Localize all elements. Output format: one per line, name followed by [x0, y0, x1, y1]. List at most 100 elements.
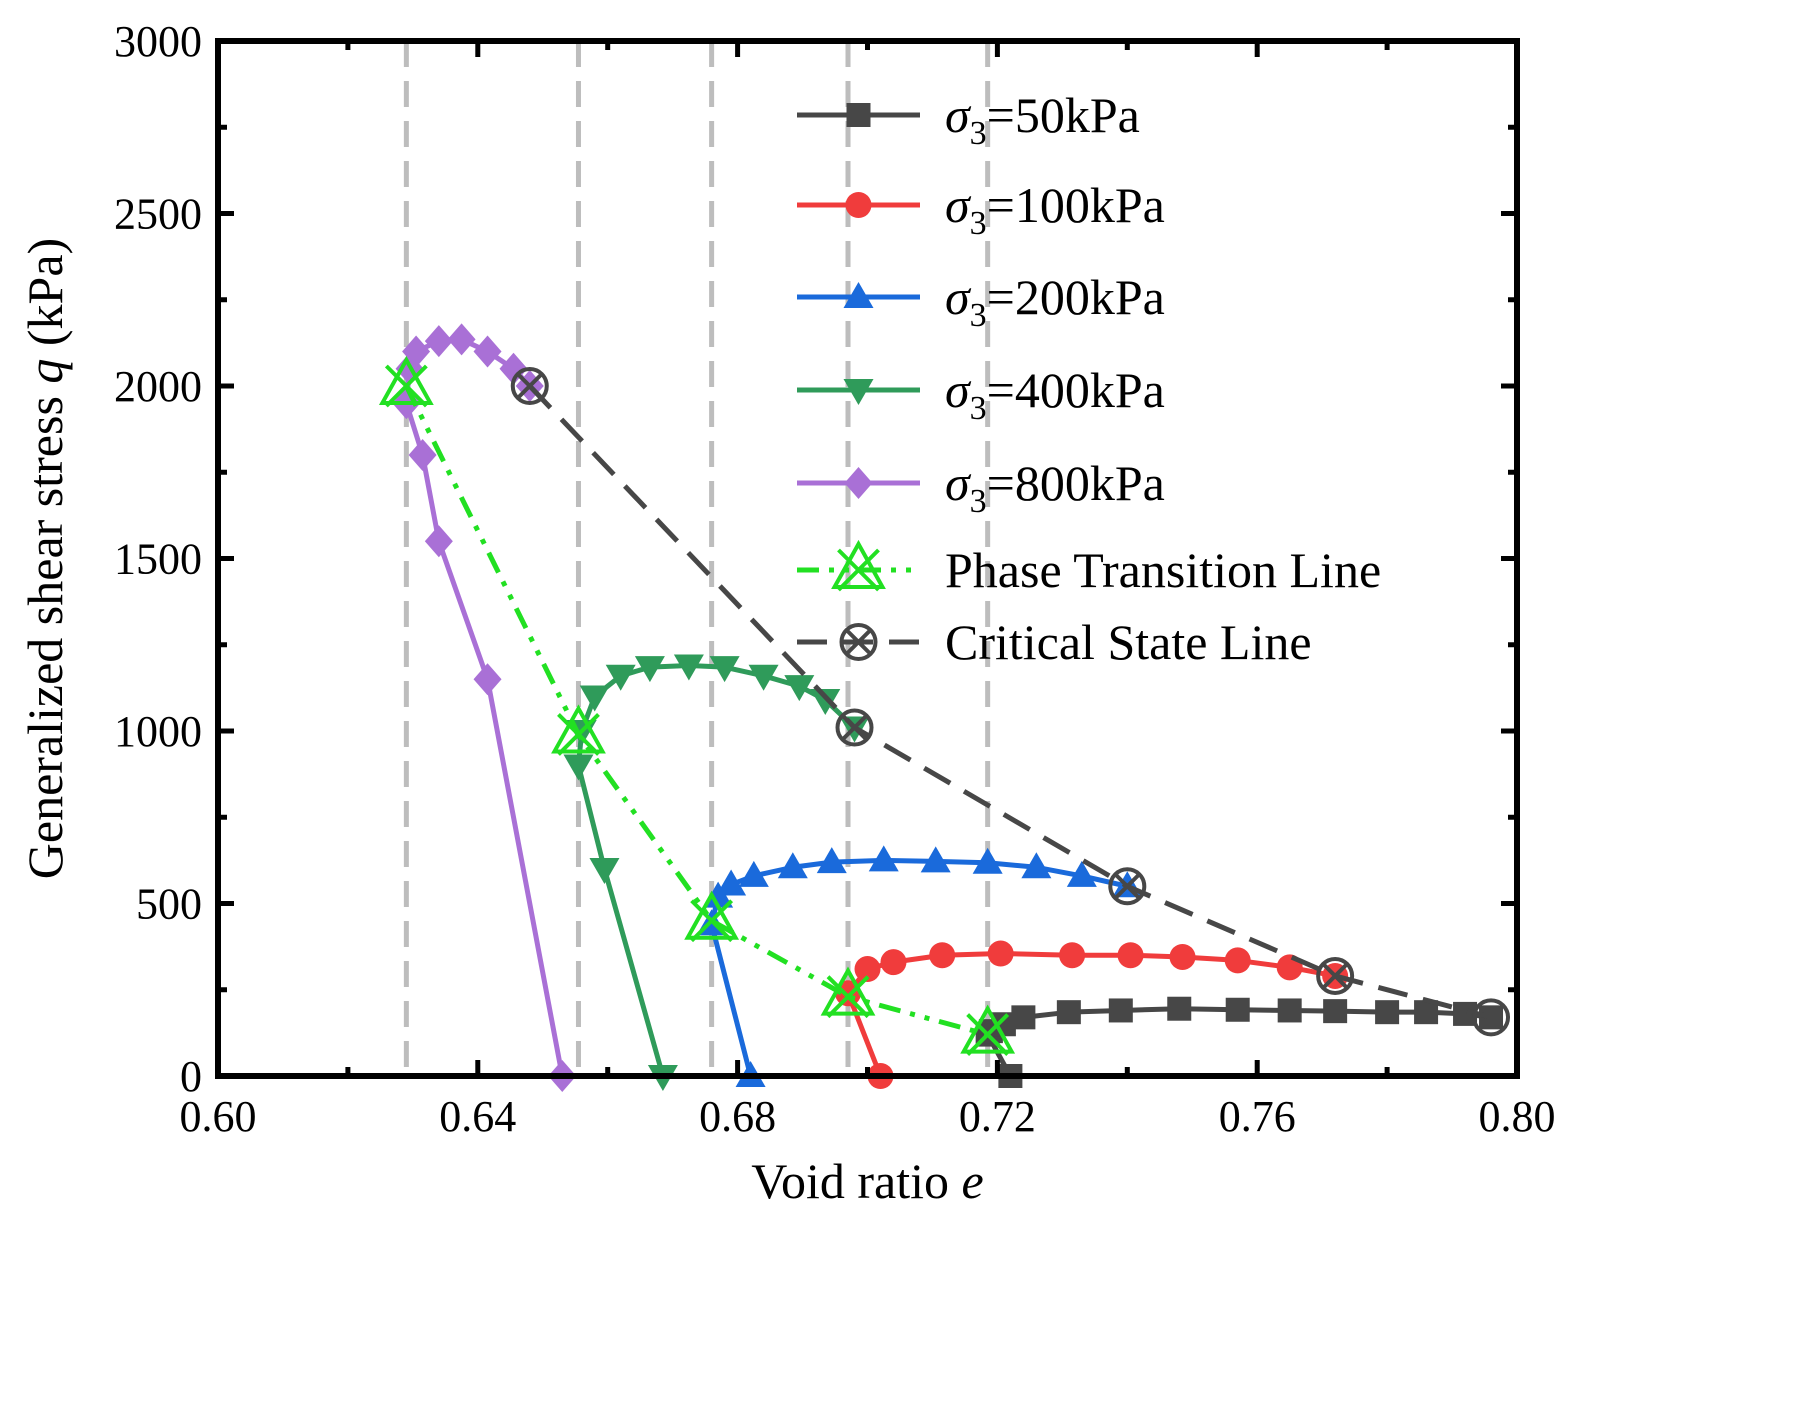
- legend-entry-3: σ3=400kPa: [797, 362, 1165, 427]
- series-point-2-9: [972, 847, 1003, 874]
- series-point-3-7: [673, 654, 704, 681]
- series-point-0-10: [1323, 999, 1348, 1024]
- series-point-4-2: [424, 525, 453, 558]
- series-point-0-8: [1225, 997, 1250, 1022]
- legend-entry-5: Phase Transition Line: [797, 539, 1381, 598]
- series-point-3-10: [784, 675, 815, 702]
- series-point-4-6: [402, 335, 431, 368]
- series-line-1: [845, 951, 1336, 1077]
- legend-marker-4: [844, 467, 873, 499]
- series-point-5-3: [820, 966, 876, 1019]
- legend-marker-1: [845, 192, 872, 218]
- series-point-3-8: [709, 656, 740, 683]
- series-point-4-7: [424, 325, 453, 358]
- y-tick-label: 2500: [114, 190, 202, 239]
- series-point-1-4: [929, 942, 956, 969]
- x-tick-label: 0.76: [1219, 1092, 1296, 1141]
- series-point-1-2: [854, 956, 881, 983]
- series-point-3-1: [589, 858, 620, 884]
- series-point-5-4: [960, 1004, 1016, 1057]
- series-point-3-4: [579, 685, 610, 712]
- x-tick-label: 0.72: [959, 1092, 1036, 1141]
- series-point-2-11: [1066, 860, 1097, 887]
- series-line-2: [709, 857, 1128, 1077]
- y-tick-label: 3000: [114, 17, 202, 66]
- series-point-6-1: [835, 708, 874, 747]
- legend-entry-4: σ3=800kPa: [797, 455, 1165, 520]
- series-point-2-4: [738, 860, 769, 887]
- y-axis-title: Generalized shear stress q (kPa): [17, 238, 73, 879]
- axes: 0.60 0.64 0.68 0.72 0.76 0.80 0 500 1000 1500 2000…: [114, 17, 1556, 1141]
- series-point-1-6: [1059, 942, 1086, 969]
- legend-label-1: σ3=100kPa: [945, 177, 1165, 242]
- series-point-3-2: [563, 754, 594, 781]
- legend-label-2: σ3=200kPa: [945, 269, 1165, 334]
- series-line-3: [575, 662, 857, 1077]
- series-point-2-5: [777, 852, 808, 879]
- series-1: [835, 940, 1349, 1089]
- legend-marker-3: [843, 379, 874, 405]
- series-point-4-1: [473, 663, 502, 696]
- series-point-4-9: [473, 335, 502, 368]
- series-point-5-1: [551, 704, 606, 756]
- series-point-3-5: [605, 664, 636, 691]
- series-point-3-11: [810, 688, 841, 715]
- series-point-4-8: [447, 323, 476, 356]
- series-point-0-11: [1375, 1000, 1400, 1025]
- y-tick-label: 0: [180, 1052, 202, 1101]
- legend-marker-0: [846, 103, 871, 127]
- x-tick-label: 0.80: [1479, 1092, 1556, 1141]
- legend: σ3=50kPa σ3=100kPa σ3=200kPa σ3=400kPa σ3=80…: [797, 87, 1381, 670]
- series-point-6-2: [1108, 867, 1147, 906]
- legend-label-6: Critical State Line: [945, 614, 1312, 670]
- plot-area: [378, 323, 1511, 1092]
- series-point-2-8: [920, 846, 951, 873]
- series-4: [392, 323, 577, 1092]
- series-point-1-8: [1169, 943, 1196, 970]
- legend-marker-5: [831, 539, 886, 592]
- series-point-1-7: [1117, 942, 1144, 969]
- series-point-0-6: [1108, 998, 1133, 1023]
- series-point-0-9: [1277, 998, 1302, 1023]
- series-point-6-0: [510, 367, 549, 405]
- series-point-1-5: [987, 940, 1014, 967]
- series-point-6-3: [1316, 956, 1355, 995]
- series-point-5-2: [684, 890, 740, 943]
- series-point-1-9: [1224, 947, 1251, 974]
- legend-marker-2: [843, 282, 874, 308]
- legend-marker-6: [839, 623, 878, 661]
- series-point-6-4: [1472, 998, 1511, 1037]
- series-point-2-6: [816, 847, 847, 874]
- series-point-2-7: [868, 845, 899, 872]
- series-point-2-10: [1021, 852, 1052, 879]
- legend-label-4: σ3=800kPa: [945, 455, 1165, 520]
- y-tick-label: 2000: [114, 362, 202, 411]
- x-axis-title: Void ratio e: [751, 1153, 983, 1209]
- legend-label-3: σ3=400kPa: [945, 362, 1165, 427]
- y-tick-label: 500: [136, 880, 202, 929]
- series-point-2-3: [716, 869, 747, 896]
- x-tick-label: 0.68: [699, 1092, 776, 1141]
- y-tick-label: 1000: [114, 707, 202, 756]
- series-point-3-9: [748, 664, 779, 691]
- series-point-4-3: [408, 439, 437, 471]
- series-line-5: [404, 384, 989, 1038]
- legend-label-5: Phase Transition Line: [945, 542, 1381, 598]
- series-point-0-7: [1167, 996, 1192, 1021]
- series-point-5-0: [378, 355, 434, 408]
- series-6: [510, 367, 1511, 1037]
- legend-entry-0: σ3=50kPa: [797, 87, 1140, 152]
- legend-entry-2: σ3=200kPa: [797, 269, 1165, 334]
- series-point-0-5: [1056, 1000, 1081, 1025]
- legend-entry-1: σ3=100kPa: [797, 177, 1165, 242]
- legend-entry-6: Critical State Line: [797, 614, 1312, 670]
- series-5: [378, 355, 1016, 1057]
- x-tick-label: 0.60: [180, 1092, 257, 1141]
- y-tick-label: 1500: [114, 535, 202, 584]
- legend-label-0: σ3=50kPa: [945, 87, 1140, 152]
- series-point-3-6: [634, 656, 665, 683]
- x-tick-label: 0.64: [439, 1092, 516, 1141]
- series-point-0-4: [1011, 1005, 1036, 1030]
- series-point-1-3: [880, 949, 907, 976]
